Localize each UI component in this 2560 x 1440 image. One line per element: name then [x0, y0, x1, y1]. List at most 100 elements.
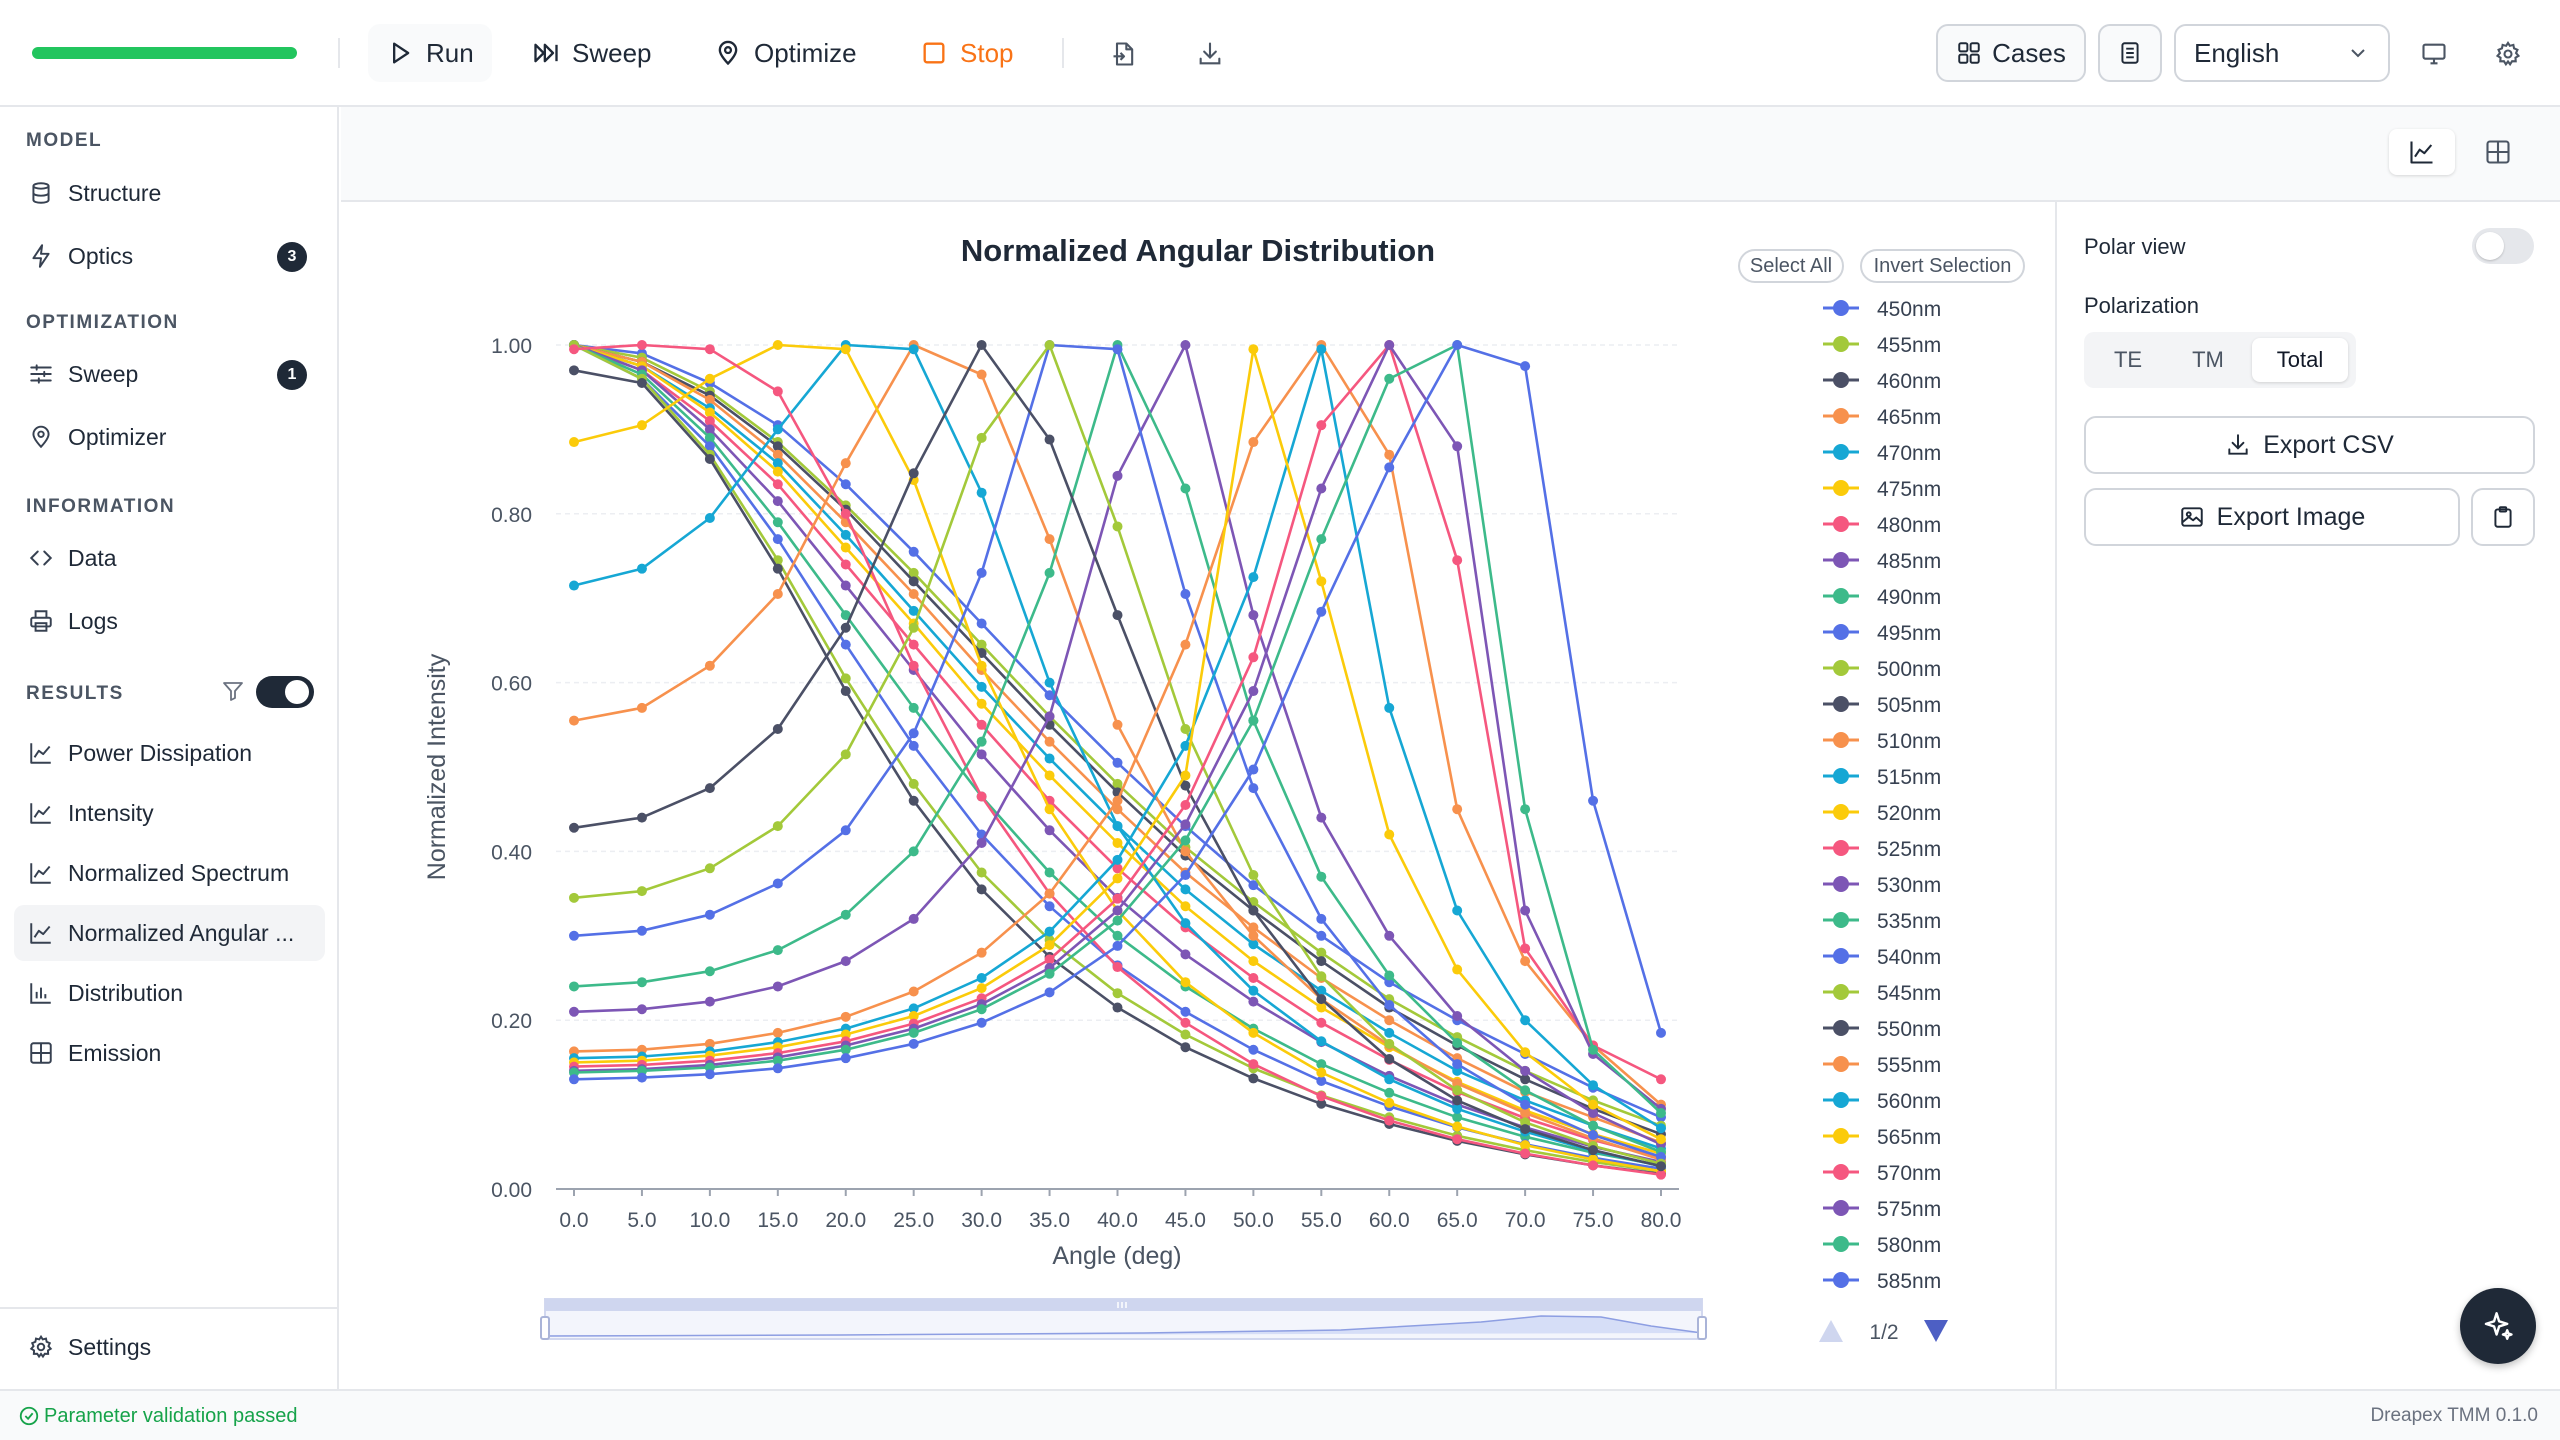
data-point [772, 878, 783, 889]
export-image-button[interactable]: Export Image [2084, 488, 2460, 546]
sidebar-item-logs[interactable]: Logs [14, 593, 325, 649]
data-point [1452, 905, 1463, 916]
notes-button[interactable] [2098, 24, 2162, 82]
sidebar-item-optimizer[interactable]: Optimizer [14, 409, 325, 465]
check-circle-icon [19, 1406, 39, 1426]
legend-label: 540nm [1877, 946, 1941, 969]
slider-left-handle[interactable] [540, 1316, 550, 1340]
data-point [976, 749, 987, 760]
data-zoom-slider[interactable] [540, 1298, 1707, 1340]
filter-icon[interactable] [221, 679, 245, 703]
data-point [1248, 922, 1259, 933]
data-point [1384, 340, 1395, 350]
sidebar-item-intensity[interactable]: Intensity [14, 785, 325, 841]
language-select[interactable]: English [2174, 24, 2390, 82]
data-point [569, 892, 579, 903]
legend-item[interactable]: 495nm [1823, 622, 1941, 645]
run-button[interactable]: Run [368, 24, 492, 82]
polarization-te-option[interactable]: TE [2113, 347, 2143, 372]
legend-item[interactable]: 575nm [1823, 1198, 1941, 1221]
data-point [772, 496, 783, 507]
legend-item[interactable]: 545nm [1823, 982, 1941, 1005]
select-all-button[interactable]: Select All [1738, 249, 1844, 283]
optimize-button[interactable]: Optimize [696, 24, 875, 82]
chart-view-toggle[interactable] [2389, 129, 2455, 175]
data-point [976, 639, 987, 650]
legend-item[interactable]: 520nm [1823, 802, 1941, 825]
data-point [772, 449, 783, 460]
sidebar-item-emission[interactable]: Emission [14, 1025, 325, 1081]
legend-item[interactable]: 450nm [1823, 298, 1941, 321]
legend-item[interactable]: 535nm [1823, 910, 1941, 933]
legend-item[interactable]: 460nm [1823, 370, 1941, 393]
stop-button[interactable]: Stop [902, 24, 1032, 82]
sidebar-item-settings[interactable]: Settings [14, 1319, 325, 1375]
legend-item[interactable]: 465nm [1823, 406, 1941, 429]
copy-to-clipboard-button[interactable] [2471, 488, 2535, 546]
legend-item[interactable]: 505nm [1823, 694, 1941, 717]
legend-label: 535nm [1877, 910, 1941, 933]
polarization-segmented-control: TE TM Total [2084, 332, 2356, 388]
sidebar-item-structure[interactable]: Structure [14, 165, 325, 221]
sidebar-item-optics[interactable]: Optics 3 [14, 228, 325, 284]
sidebar-item-power-dissipation[interactable]: Power Dissipation [14, 725, 325, 781]
data-point [1520, 1015, 1531, 1026]
polarization-tm-option[interactable]: TM [2192, 347, 2224, 372]
data-point [1112, 837, 1123, 848]
progress-bar [32, 47, 297, 59]
sidebar-item-data[interactable]: Data [14, 530, 325, 586]
legend-item[interactable]: 550nm [1823, 1018, 1941, 1041]
data-point [1180, 918, 1191, 929]
legend-item[interactable]: 565nm [1823, 1126, 1941, 1149]
data-point [1112, 795, 1123, 806]
sidebar-item-distribution[interactable]: Distribution [14, 965, 325, 1021]
table-view-toggle[interactable] [2465, 129, 2531, 175]
export-csv-button[interactable]: Export CSV [2084, 416, 2535, 474]
legend-item[interactable]: 555nm [1823, 1054, 1941, 1077]
legend-item[interactable]: 525nm [1823, 838, 1941, 861]
polarization-total-option[interactable]: Total [2252, 338, 2348, 382]
legend-item[interactable]: 540nm [1823, 946, 1941, 969]
data-point [569, 822, 579, 833]
slider-right-handle[interactable] [1697, 1316, 1707, 1340]
cases-button[interactable]: Cases [1936, 24, 2086, 82]
legend-prev-page-icon[interactable] [1819, 1320, 1843, 1342]
sidebar-item-normalized-angular[interactable]: Normalized Angular ... [14, 905, 325, 961]
map-pin-icon [718, 40, 738, 66]
data-point [1112, 988, 1123, 999]
legend-item[interactable]: 485nm [1823, 550, 1941, 573]
polar-view-toggle[interactable] [2472, 228, 2534, 264]
legend-item[interactable]: 490nm [1823, 586, 1941, 609]
sidebar-item-sweep[interactable]: Sweep 1 [14, 346, 325, 402]
ai-assistant-button[interactable] [2460, 1288, 2536, 1364]
settings-gear-button[interactable] [2490, 36, 2526, 72]
legend-swatch-dot [1833, 588, 1849, 604]
sweep-button[interactable]: Sweep [514, 24, 670, 82]
display-button[interactable] [2416, 36, 2452, 72]
legend-item[interactable]: 580nm [1823, 1234, 1941, 1257]
legend-item[interactable]: 455nm [1823, 334, 1941, 357]
legend-item[interactable]: 500nm [1823, 658, 1941, 681]
legend-label: 480nm [1877, 514, 1941, 537]
download-button[interactable] [1192, 36, 1228, 72]
sidebar-item-normalized-spectrum[interactable]: Normalized Spectrum [14, 845, 325, 901]
legend-item[interactable]: 470nm [1823, 442, 1941, 465]
invert-selection-button[interactable]: Invert Selection [1860, 249, 2025, 283]
legend-item[interactable]: 560nm [1823, 1090, 1941, 1113]
legend-item[interactable]: 530nm [1823, 874, 1941, 897]
legend-item[interactable]: 570nm [1823, 1162, 1941, 1185]
data-point [569, 1006, 579, 1017]
legend-item[interactable]: 480nm [1823, 514, 1941, 537]
data-point [1452, 1134, 1463, 1145]
results-toggle[interactable] [256, 676, 314, 708]
chart-options-panel: Polar view Polarization TE TM Total Expo… [2055, 202, 2560, 1389]
legend-next-page-icon[interactable] [1924, 1320, 1948, 1342]
legend-item[interactable]: 515nm [1823, 766, 1941, 789]
import-button[interactable] [1106, 36, 1142, 72]
legend-item[interactable]: 510nm [1823, 730, 1941, 753]
legend-item[interactable]: 585nm [1823, 1270, 1941, 1293]
legend-item[interactable]: 475nm [1823, 478, 1941, 501]
slider-grip-icon [1117, 1302, 1127, 1308]
stop-square-icon [923, 42, 945, 64]
data-point [1316, 1036, 1327, 1047]
